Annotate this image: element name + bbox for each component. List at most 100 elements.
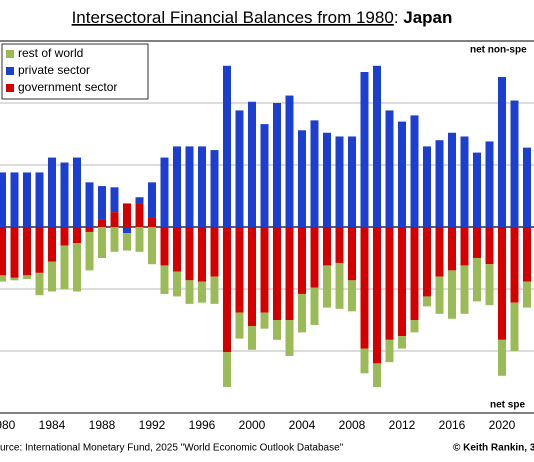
bar-segment [98,219,106,227]
bar-segment [48,227,56,262]
bar-segment [373,65,381,227]
bar-segment [285,95,294,227]
bar-segment [185,280,194,304]
bar-segment [35,172,44,227]
bar-segment [98,227,106,258]
legend-swatch [6,50,14,58]
bar-segment [348,136,356,227]
bar-segment [348,280,356,312]
bar-segment [210,276,219,304]
bar-segment [210,150,219,227]
bar-segment [460,265,469,314]
bar-segment [0,172,6,227]
bar-segment [35,227,44,273]
bar-segment [123,227,131,234]
bar-segment [85,182,94,227]
legend-box [1,43,149,100]
bar-segment [60,245,69,289]
bar-segment [310,227,319,288]
x-tick-label: 1988 [89,418,116,432]
bar-segment [160,157,169,227]
bar-segment [135,227,144,252]
bar-segment [85,227,94,232]
bar-segment [310,120,319,227]
title-separator: : [394,8,403,27]
bar-segment [460,227,469,266]
bar-segment [273,103,281,227]
bar-segment [23,275,31,280]
bar-segment [198,281,206,303]
legend-swatch [6,67,14,75]
bar-segment [148,217,156,227]
bar-segment [448,227,456,271]
x-tick-label: 2000 [239,418,266,432]
x-tick-label: 1984 [39,418,66,432]
bar-segment [398,121,406,227]
bar-segment [23,172,31,227]
legend-swatch [6,84,14,92]
bar-segment [123,203,131,227]
bar-segment [173,271,181,297]
bar-segment [173,227,181,272]
bar-segment [273,227,281,320]
bar-segment [260,124,269,227]
bar-segment [285,320,294,356]
bar-segment [148,227,156,265]
bar-segment [473,227,481,258]
bar-segment [135,203,144,227]
bar-segment [423,146,431,227]
source: urce: International Monetary Fund, 2025 … [0,443,344,454]
bar-segment [73,157,81,227]
bar-segment [398,227,406,337]
bar-segment [10,277,19,281]
bar-segment [460,136,469,227]
bar-segment [35,272,44,296]
bar-segment [48,261,56,292]
bar-segment [285,227,294,320]
bar-segment [110,212,119,227]
x-tick-label: 1992 [139,418,166,432]
bar-segment [498,339,506,376]
bar-segment [385,110,394,227]
bar-segment [185,227,194,281]
bar-segment [373,227,381,364]
title-main: Intersectoral Financial Balances from 19… [72,8,394,27]
bar-segment [360,72,369,227]
bar-segment [410,115,419,227]
legend-label: government sector [18,80,117,94]
x-tick-label: 2016 [439,418,466,432]
bar-segment [435,276,444,314]
bar-segment [310,287,319,325]
bar-segment [335,227,344,263]
bar-segment [10,227,19,278]
bar-segment [73,243,81,292]
bar-segment [235,312,244,339]
bar-segment [385,339,394,363]
bar-segment [410,320,419,333]
bar-segment [373,363,381,387]
bar-segment [73,227,81,244]
bar-segment [448,270,456,319]
bar-segment [98,186,106,220]
bar-segment [335,262,344,309]
bar-segment [23,227,31,276]
bar-segment [173,146,181,227]
bar-segment [135,197,144,204]
bar-segment [0,275,6,282]
bar-segment [423,296,431,307]
bar-segment [110,187,119,213]
bar-segment [223,227,231,353]
bar-segment [435,227,444,277]
bar-segment [223,352,231,387]
credit: © Keith Rankin, 3 [453,443,534,454]
bar-segment [85,231,94,271]
bar-segment [498,76,506,228]
bar-segment [485,264,494,306]
bar-segment [248,101,256,227]
bar-segment [48,157,56,227]
bar-segment [385,227,394,340]
bar-segment [248,326,256,350]
x-tick-label: 2008 [339,418,366,432]
bar-segment [473,152,481,227]
bar-segment [260,312,269,329]
